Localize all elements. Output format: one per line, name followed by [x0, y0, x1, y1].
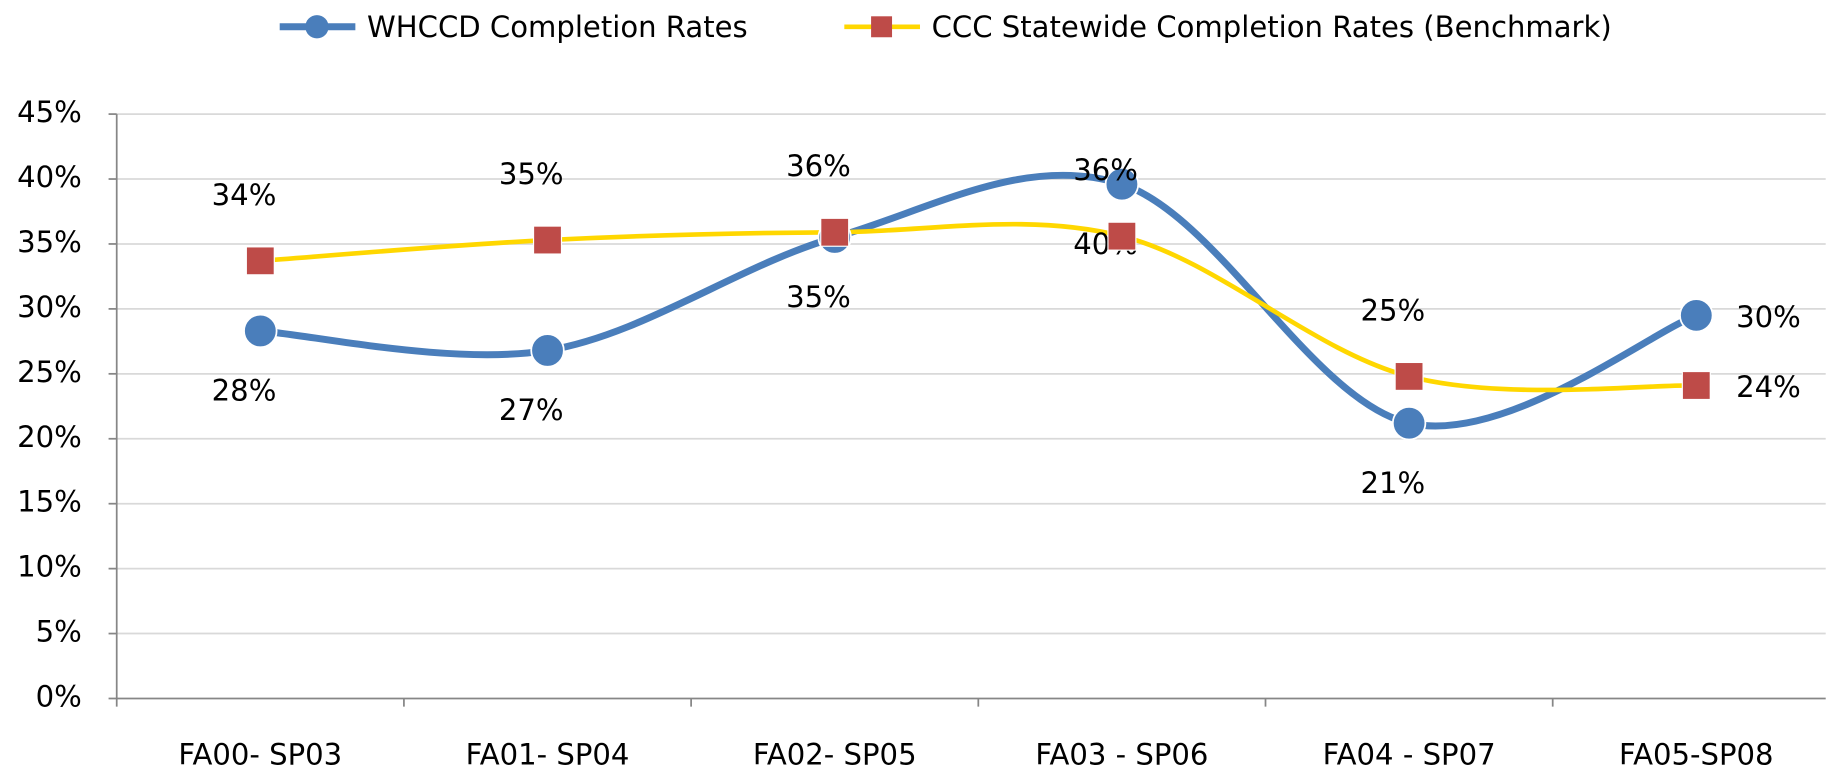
x-tick-label: FA03 - SP06: [1035, 738, 1208, 772]
data-label: 36%: [786, 149, 851, 183]
marker: [245, 246, 275, 276]
legend-label: CCC Statewide Completion Rates (Benchmar…: [932, 10, 1612, 44]
legend-marker: [871, 16, 893, 38]
marker: [243, 313, 278, 349]
x-tick-label: FA04 - SP07: [1323, 738, 1496, 772]
data-label: 21%: [1360, 466, 1425, 500]
data-label: 35%: [786, 280, 851, 314]
marker: [1107, 221, 1137, 251]
marker: [532, 225, 563, 255]
y-tick-label: 10%: [17, 550, 82, 584]
x-tick-label: FA05-SP08: [1619, 738, 1774, 772]
marker: [1681, 370, 1711, 401]
y-tick-label: 20%: [17, 420, 82, 454]
y-tick-label: 45%: [17, 95, 82, 129]
marker: [1391, 406, 1427, 441]
x-tick-label: FA01- SP04: [466, 738, 630, 772]
data-label: 24%: [1736, 370, 1801, 404]
x-tick-label: FA02- SP05: [753, 738, 917, 772]
data-label: 27%: [499, 393, 564, 427]
data-label: 35%: [499, 157, 564, 191]
y-tick-label: 5%: [36, 615, 82, 649]
data-label: 28%: [212, 374, 277, 408]
x-tick-label: FA00- SP03: [178, 738, 342, 772]
y-tick-label: 35%: [17, 225, 82, 259]
data-label: 36%: [1073, 153, 1138, 187]
y-tick-label: 0%: [36, 679, 82, 713]
series-line: [260, 171, 1698, 430]
marker: [1104, 167, 1140, 202]
y-tick-label: 25%: [17, 355, 82, 389]
marker: [1394, 361, 1424, 391]
marker: [530, 333, 565, 368]
data-label: 30%: [1736, 300, 1801, 334]
data-label: 25%: [1360, 293, 1425, 327]
marker: [820, 217, 850, 247]
legend-marker: [305, 15, 329, 39]
y-tick-label: 15%: [17, 485, 82, 519]
y-tick-label: 40%: [17, 160, 82, 194]
data-label: 34%: [212, 178, 277, 212]
marker: [1679, 298, 1714, 333]
legend-label: WHCCD Completion Rates: [367, 10, 748, 44]
y-tick-label: 30%: [17, 290, 82, 324]
series-line: [260, 221, 1697, 393]
